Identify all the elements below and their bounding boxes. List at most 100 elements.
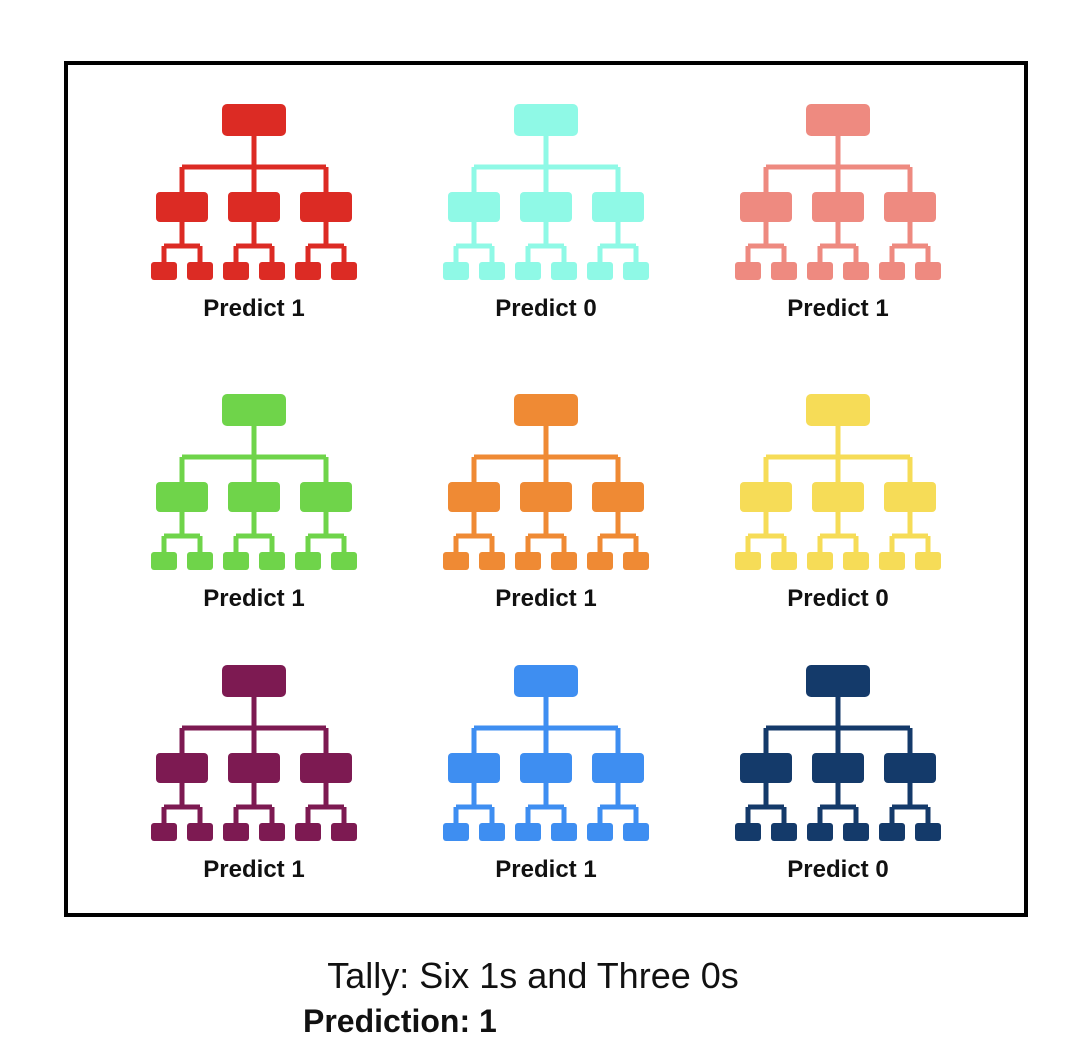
tree-mid-node: [812, 192, 864, 222]
tree-mid-node: [156, 753, 208, 783]
tree-mid-node: [300, 192, 352, 222]
tree-mid-node: [228, 192, 280, 222]
tree-root-node: [514, 665, 578, 697]
tree-leaf-node: [915, 823, 941, 841]
tree-leaf-node: [187, 823, 213, 841]
tree-mid-node: [812, 482, 864, 512]
tree-leaf-node: [151, 552, 177, 570]
decision-tree-4: Predict 1: [151, 394, 357, 612]
tree-leaf-node: [443, 552, 469, 570]
tree-leaf-node: [879, 552, 905, 570]
tree-leaf-node: [331, 552, 357, 570]
tree-root-node: [222, 394, 286, 426]
tree-root-node: [514, 394, 578, 426]
decision-tree-1: Predict 1: [151, 104, 357, 322]
tree-leaf-node: [843, 262, 869, 280]
tree-leaf-node: [735, 262, 761, 280]
tree-mid-node: [884, 192, 936, 222]
tree-leaf-node: [843, 823, 869, 841]
tree-leaf-node: [223, 262, 249, 280]
decision-tree-2: Predict 0: [443, 104, 649, 322]
tree-mid-node: [300, 753, 352, 783]
tree-prediction-label: Predict 0: [787, 856, 888, 883]
tree-leaf-node: [771, 262, 797, 280]
tree-leaf-node: [259, 262, 285, 280]
tree-prediction-label: Predict 1: [495, 856, 596, 883]
tree-leaf-node: [843, 552, 869, 570]
tree-root-node: [806, 394, 870, 426]
tally-text: Tally: Six 1s and Three 0s: [327, 955, 739, 996]
tree-leaf-node: [735, 823, 761, 841]
tree-leaf-node: [879, 262, 905, 280]
tree-leaf-node: [623, 552, 649, 570]
tree-leaf-node: [551, 552, 577, 570]
tree-leaf-node: [551, 823, 577, 841]
tree-mid-node: [228, 482, 280, 512]
tree-leaf-node: [187, 262, 213, 280]
tree-root-node: [806, 665, 870, 697]
tree-leaf-node: [151, 262, 177, 280]
tree-mid-node: [592, 192, 644, 222]
prediction-text: Prediction: 1: [303, 1003, 497, 1039]
tree-leaf-node: [151, 823, 177, 841]
decision-tree-3: Predict 1: [735, 104, 941, 322]
tree-leaf-node: [479, 823, 505, 841]
tree-leaf-node: [259, 823, 285, 841]
tree-root-node: [514, 104, 578, 136]
tree-mid-node: [156, 482, 208, 512]
tree-leaf-node: [295, 823, 321, 841]
tree-root-node: [806, 104, 870, 136]
decision-tree-6: Predict 0: [735, 394, 941, 612]
tree-mid-node: [592, 753, 644, 783]
tree-prediction-label: Predict 1: [203, 295, 304, 322]
tree-leaf-node: [295, 262, 321, 280]
tree-mid-node: [520, 192, 572, 222]
tree-mid-node: [884, 482, 936, 512]
tree-leaf-node: [479, 552, 505, 570]
tree-leaf-node: [587, 552, 613, 570]
tree-mid-node: [448, 753, 500, 783]
tree-mid-node: [740, 192, 792, 222]
tree-mid-node: [300, 482, 352, 512]
decision-tree-9: Predict 0: [735, 665, 941, 883]
tree-leaf-node: [807, 823, 833, 841]
tree-mid-node: [592, 482, 644, 512]
tree-leaf-node: [551, 262, 577, 280]
tree-prediction-label: Predict 1: [495, 585, 596, 612]
tree-mid-node: [740, 753, 792, 783]
tree-prediction-label: Predict 1: [203, 856, 304, 883]
tree-leaf-node: [331, 262, 357, 280]
tree-leaf-node: [187, 552, 213, 570]
tree-root-node: [222, 665, 286, 697]
tree-leaf-node: [295, 552, 321, 570]
tree-leaf-node: [259, 552, 285, 570]
tree-leaf-node: [771, 552, 797, 570]
tree-mid-node: [448, 482, 500, 512]
tree-leaf-node: [515, 823, 541, 841]
tree-prediction-label: Predict 1: [203, 585, 304, 612]
tree-leaf-node: [515, 262, 541, 280]
tree-mid-node: [812, 753, 864, 783]
tree-mid-node: [448, 192, 500, 222]
tree-leaf-node: [735, 552, 761, 570]
tree-leaf-node: [515, 552, 541, 570]
tree-leaf-node: [587, 262, 613, 280]
tree-mid-node: [740, 482, 792, 512]
tree-leaf-node: [807, 552, 833, 570]
decision-tree-8: Predict 1: [443, 665, 649, 883]
tree-mid-node: [520, 482, 572, 512]
tree-leaf-node: [331, 823, 357, 841]
tree-leaf-node: [623, 262, 649, 280]
tree-leaf-node: [223, 552, 249, 570]
tree-leaf-node: [587, 823, 613, 841]
tree-leaf-node: [807, 262, 833, 280]
decision-tree-7: Predict 1: [151, 665, 357, 883]
tree-leaf-node: [915, 552, 941, 570]
tree-leaf-node: [879, 823, 905, 841]
tree-leaf-node: [623, 823, 649, 841]
tree-leaf-node: [915, 262, 941, 280]
tree-leaf-node: [771, 823, 797, 841]
tree-leaf-node: [479, 262, 505, 280]
tree-leaf-node: [443, 262, 469, 280]
